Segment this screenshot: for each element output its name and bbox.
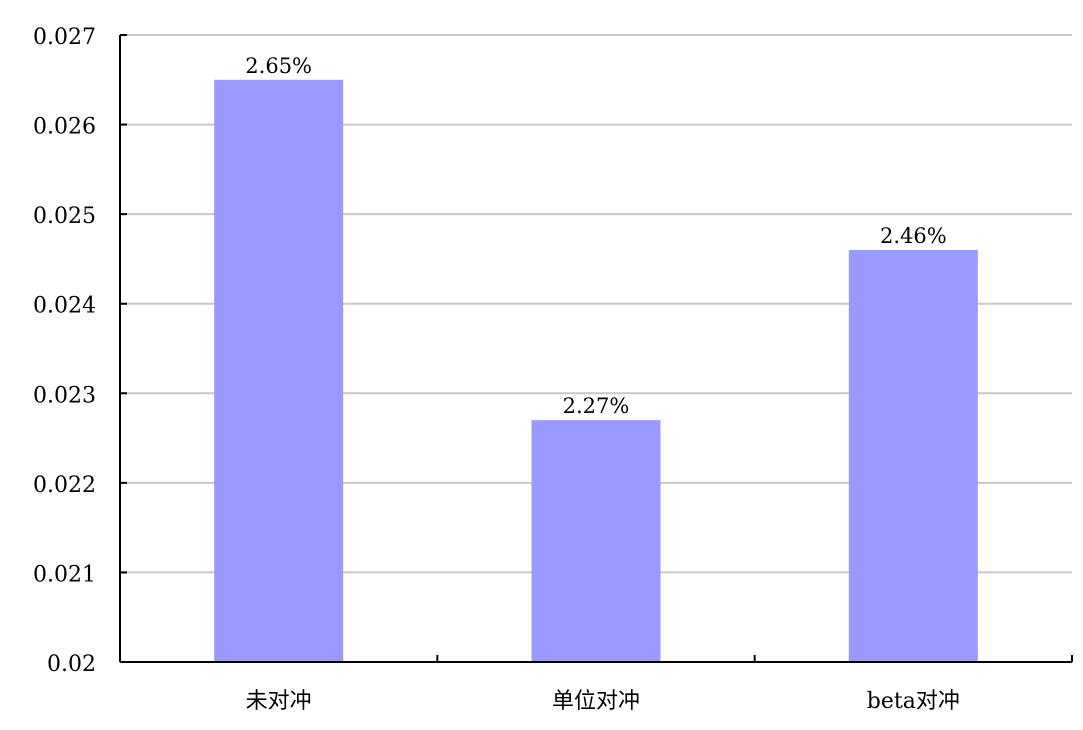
x-tick-label: 未对冲 (246, 689, 312, 714)
bar (531, 420, 661, 662)
y-tick-label: 0.024 (33, 294, 96, 319)
data-label: 2.65% (245, 54, 312, 78)
y-tick-label: 0.023 (33, 383, 96, 408)
y-tick-label: 0.02 (47, 652, 96, 677)
y-tick-label: 0.022 (33, 473, 96, 498)
data-label: 2.27% (563, 394, 630, 418)
y-tick-label: 0.026 (33, 115, 96, 140)
y-tick-label: 0.021 (33, 562, 96, 587)
bar (848, 249, 978, 662)
y-tick-label: 0.027 (33, 25, 96, 50)
x-tick-label: 单位对冲 (552, 689, 640, 714)
data-label: 2.46% (880, 224, 947, 248)
bar (214, 79, 344, 663)
x-tick-label: beta对冲 (867, 689, 960, 714)
y-tick-label: 0.025 (33, 204, 96, 229)
